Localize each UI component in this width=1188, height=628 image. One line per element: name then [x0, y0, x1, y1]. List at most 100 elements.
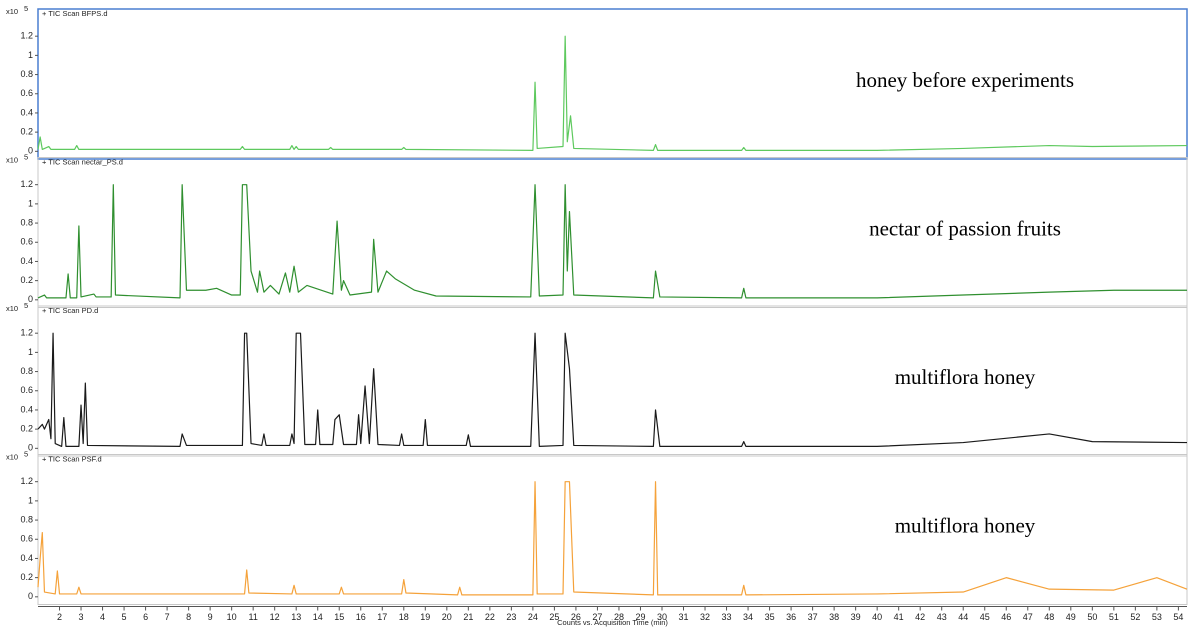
chromatogram-line: [37, 184, 1187, 299]
y-tick-label: 0: [28, 294, 33, 304]
x-tick-label: 11: [248, 612, 257, 622]
panel-frame: [37, 305, 1188, 457]
x-tick-label: 8: [186, 612, 191, 622]
x-tick-label: 44: [958, 612, 968, 622]
x-tick-label: 45: [980, 612, 990, 622]
annotation: nectar of passion fruits: [869, 216, 1061, 240]
annotation: multiflora honey: [895, 513, 1036, 537]
x-tick-label: 43: [937, 612, 947, 622]
scale-exponent: 5: [24, 449, 28, 458]
scale-label: x10: [6, 304, 18, 313]
panel-frame: [37, 8, 1188, 160]
y-tick-label: 0.6: [20, 88, 33, 98]
x-tick-label: 49: [1066, 612, 1076, 622]
y-tick-label: 0.2: [20, 275, 33, 285]
x-tick-label: 14: [313, 612, 323, 622]
x-tick-label: 6: [143, 612, 148, 622]
x-tick-label: 21: [463, 612, 473, 622]
x-tick-label: 3: [79, 612, 84, 622]
panel-title: + TIC Scan nectar_PS.d: [42, 157, 123, 166]
y-tick-label: 1: [28, 347, 33, 357]
x-tick-label: 40: [872, 612, 882, 622]
scale-exponent: 5: [24, 301, 28, 310]
x-tick-label: 46: [1001, 612, 1011, 622]
x-tick-label: 13: [291, 612, 301, 622]
y-tick-label: 0.2: [20, 424, 33, 434]
scale-label: x10: [6, 452, 18, 461]
y-tick-label: 1: [28, 495, 33, 505]
x-tick-label: 41: [894, 612, 904, 622]
y-tick-label: 1.2: [20, 179, 33, 189]
y-tick-label: 0.4: [20, 256, 33, 266]
panel-title: + TIC Scan PSF.d: [42, 454, 102, 463]
x-tick-label: 51: [1109, 612, 1119, 622]
y-tick-label: 1.2: [20, 476, 33, 486]
x-tick-label: 20: [442, 612, 452, 622]
x-tick-label: 27: [592, 612, 602, 622]
annotation: multiflora honey: [895, 365, 1036, 389]
scale-exponent: 5: [24, 152, 28, 161]
y-tick-label: 0.6: [20, 237, 33, 247]
x-axis-label: Counts vs. Acquisition Time (min): [557, 618, 668, 627]
x-tick-label: 18: [399, 612, 409, 622]
x-tick-label: 53: [1152, 612, 1162, 622]
y-tick-label: 0.8: [20, 514, 33, 524]
panel-frame: [37, 157, 1188, 308]
y-tick-label: 0.2: [20, 572, 33, 582]
scale-exponent: 5: [24, 4, 28, 13]
x-tick-label: 4: [100, 612, 105, 622]
x-tick-label: 10: [227, 612, 237, 622]
x-tick-label: 54: [1173, 612, 1183, 622]
x-tick-label: 15: [334, 612, 344, 622]
y-tick-label: 1: [28, 50, 33, 60]
x-tick-label: 38: [829, 612, 839, 622]
x-tick-label: 23: [506, 612, 516, 622]
y-tick-label: 0: [28, 591, 33, 601]
y-tick-label: 0.8: [20, 366, 33, 376]
y-tick-label: 0.4: [20, 107, 33, 117]
x-tick-label: 16: [356, 612, 366, 622]
x-tick-label: 36: [786, 612, 796, 622]
x-tick-label: 31: [678, 612, 688, 622]
x-tick-label: 30: [657, 612, 667, 622]
y-tick-label: 0.8: [20, 217, 33, 227]
y-tick-label: 1: [28, 198, 33, 208]
y-tick-label: 0.6: [20, 534, 33, 544]
x-tick-label: 39: [851, 612, 861, 622]
x-tick-label: 17: [377, 612, 387, 622]
x-tick-label: 2: [57, 612, 62, 622]
y-tick-label: 0.4: [20, 553, 33, 563]
y-tick-label: 0.2: [20, 127, 33, 137]
y-tick-label: 0.8: [20, 69, 33, 79]
x-tick-label: 50: [1087, 612, 1097, 622]
y-tick-label: 0.6: [20, 385, 33, 395]
y-tick-label: 1.2: [20, 328, 33, 338]
y-tick-label: 0: [28, 146, 33, 156]
x-tick-label: 32: [700, 612, 710, 622]
x-tick-label: 25: [549, 612, 559, 622]
x-tick-label: 7: [165, 612, 170, 622]
x-tick-label: 19: [420, 612, 430, 622]
panel-title: + TIC Scan PD.d: [42, 306, 98, 315]
y-tick-label: 0.4: [20, 404, 33, 414]
x-tick-label: 35: [765, 612, 775, 622]
scale-label: x10: [6, 7, 18, 16]
x-tick-label: 34: [743, 612, 753, 622]
chromatogram-line: [37, 481, 1188, 596]
x-tick-label: 28: [614, 612, 624, 622]
y-tick-label: 0: [28, 443, 33, 453]
x-tick-label: 12: [270, 612, 280, 622]
y-tick-label: 1.2: [20, 31, 33, 41]
x-tick-label: 33: [722, 612, 732, 622]
x-tick-label: 9: [208, 612, 213, 622]
x-tick-label: 22: [485, 612, 495, 622]
x-tick-label: 29: [635, 612, 645, 622]
x-tick-label: 48: [1044, 612, 1054, 622]
x-tick-label: 26: [571, 612, 581, 622]
chromatogram-line: [37, 332, 1188, 448]
x-tick-label: 42: [915, 612, 925, 622]
panel-frame: [37, 454, 1188, 605]
x-tick-label: 5: [122, 612, 127, 622]
panel-title: + TIC Scan BFPS.d: [42, 9, 108, 18]
